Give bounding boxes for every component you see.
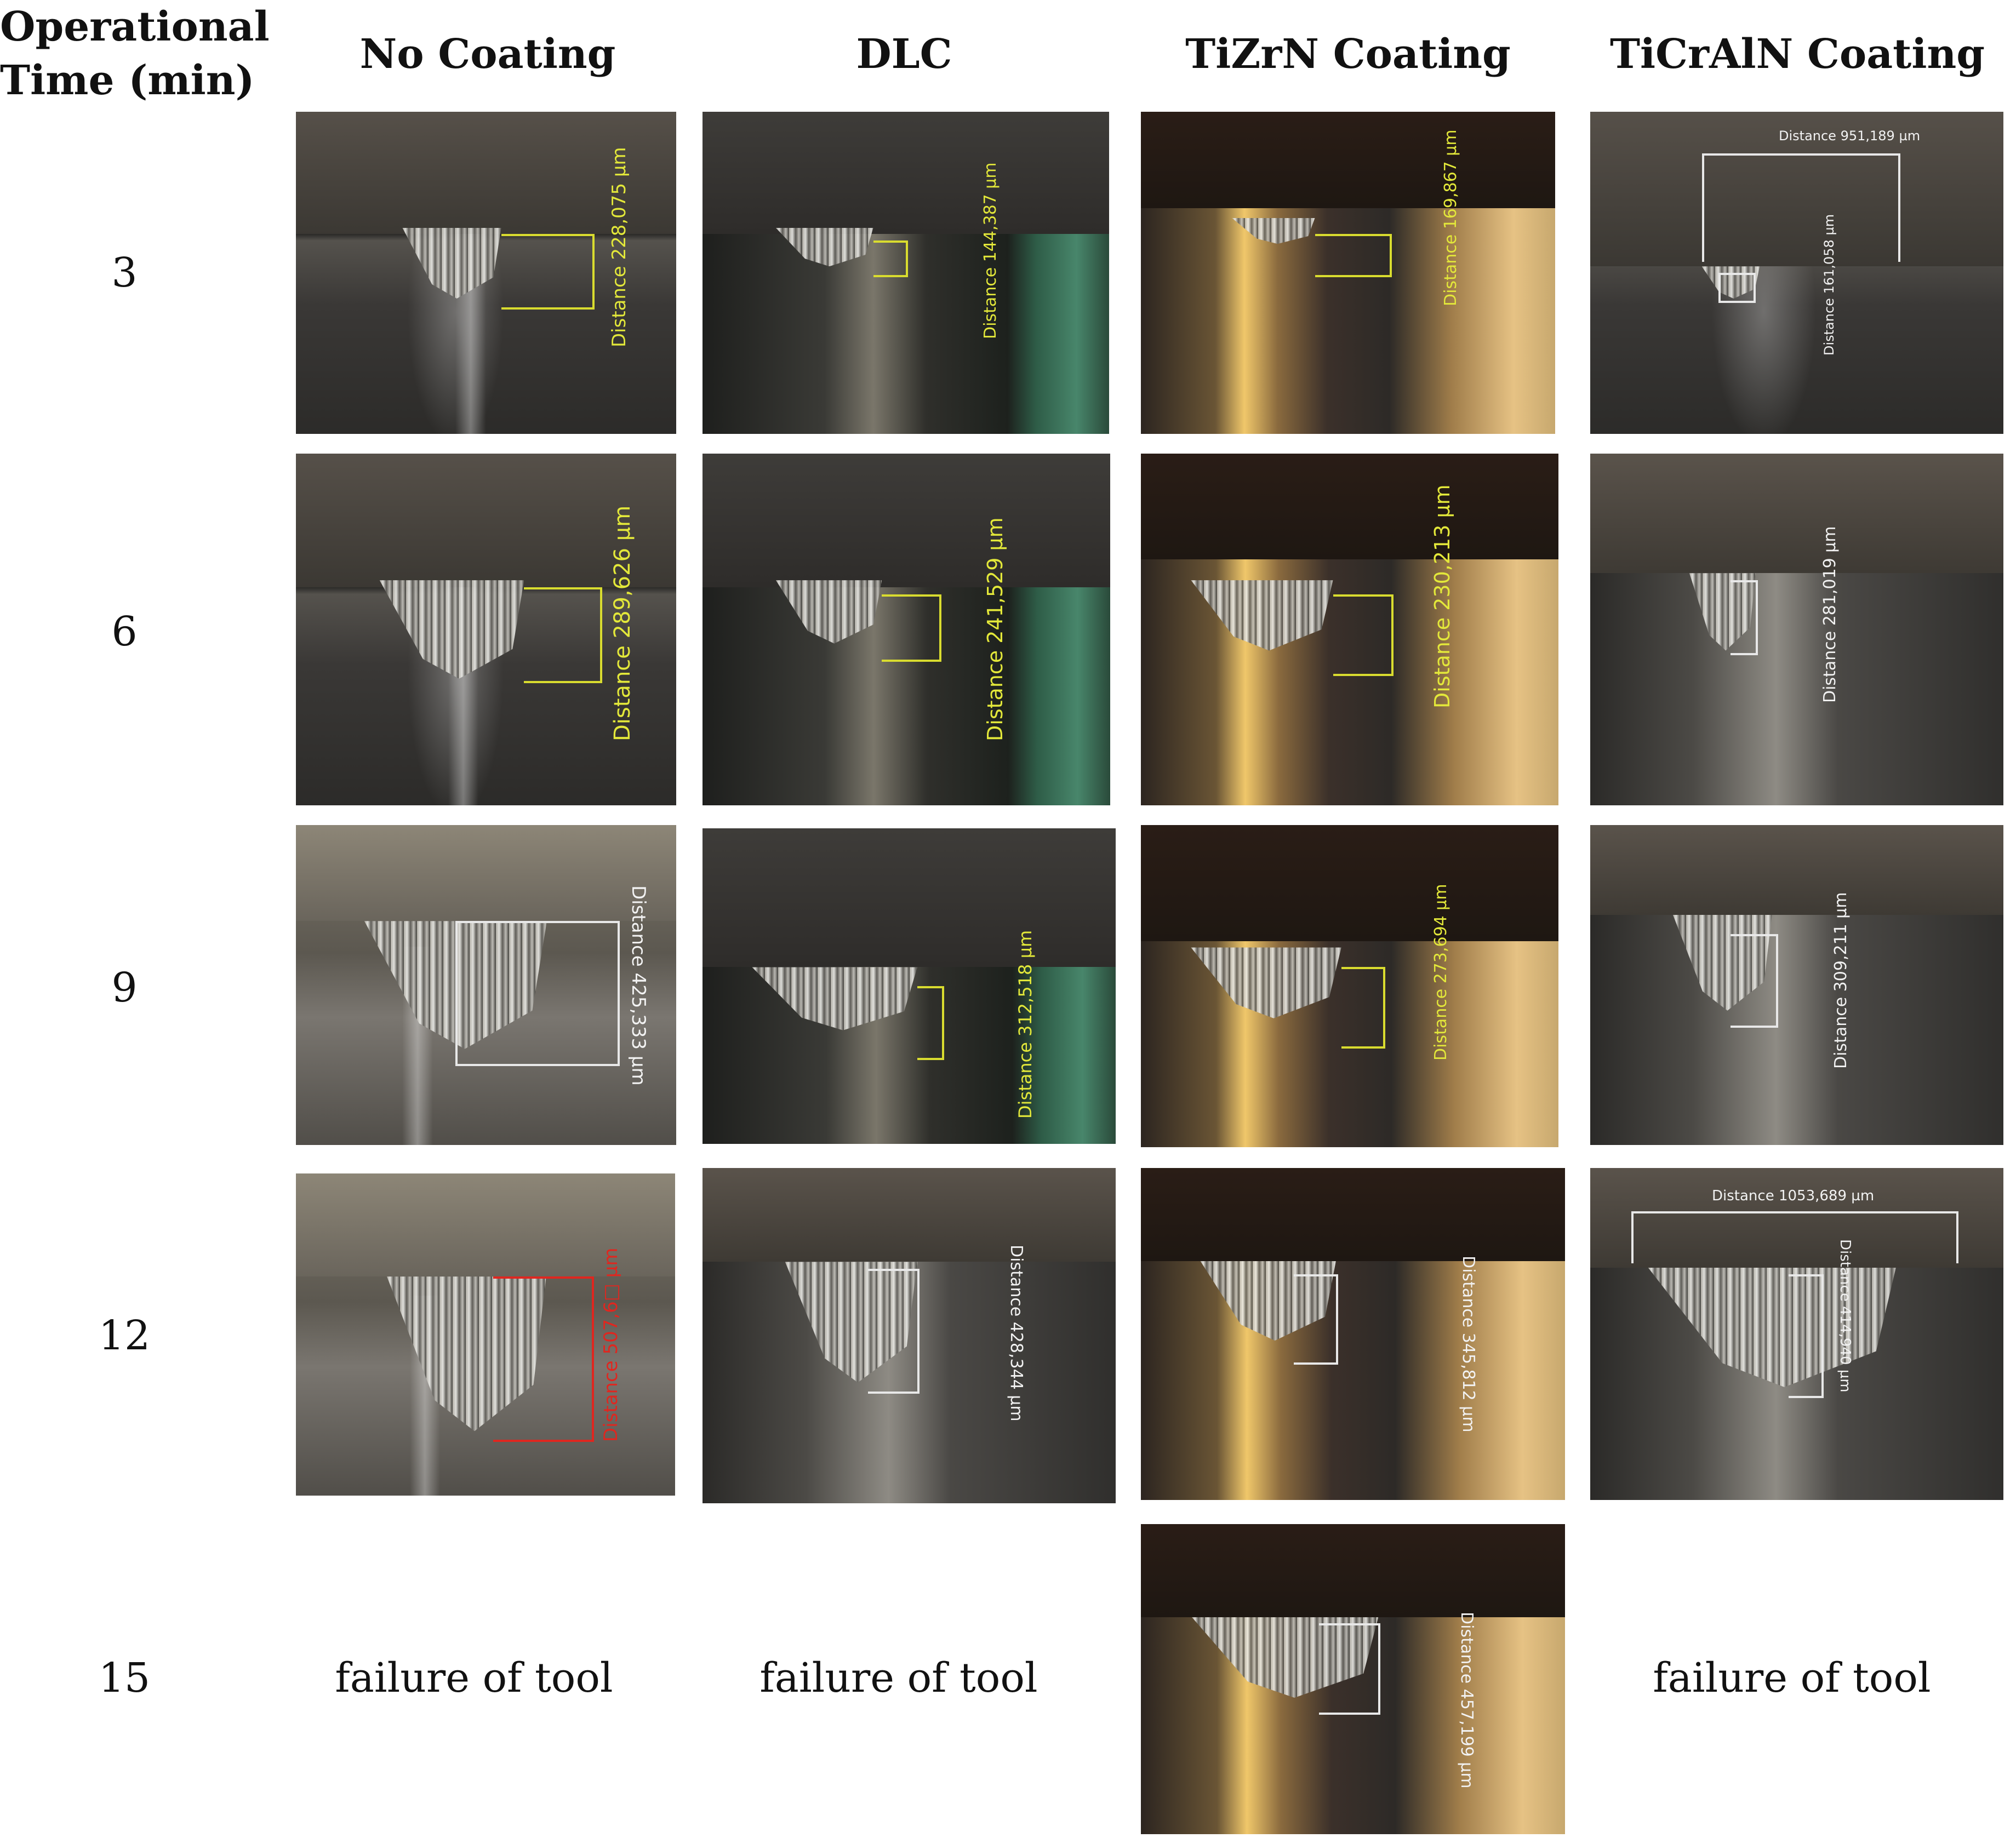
micrograph-ticraln-3min: Distance 951,189 µm Distance 161,058 µm: [1590, 112, 2003, 434]
measurement-label: Distance 309,211 µm: [1831, 892, 1851, 1069]
micrograph-dlc-6min: Distance 241,529 µm: [703, 454, 1110, 805]
failure-of-tool-dlc: failure of tool: [759, 1654, 1038, 1702]
measurement-label: Distance 1053,689 µm: [1712, 1188, 1875, 1204]
measurement-label: Distance 161,058 µm: [1821, 214, 1837, 356]
measurement-label: Distance 273,694 µm: [1431, 884, 1450, 1061]
measurement-label: Distance 281,019 µm: [1820, 526, 1840, 703]
column-header-dlc: DLC: [856, 31, 952, 78]
measurement-label: Distance 414,940 µm: [1837, 1239, 1853, 1393]
measurement-label: Distance 425,333 µm: [627, 885, 649, 1086]
measurement-label: Distance 312,518 µm: [1015, 930, 1036, 1119]
row-label-9: 9: [111, 964, 138, 1011]
micrograph-no-coating-9min: Distance 425,333 µm: [296, 825, 676, 1145]
column-header-tizrn: TiZrN Coating: [1185, 31, 1511, 78]
micrograph-no-coating-12min: Distance 507,6□ µm: [296, 1173, 675, 1496]
micrograph-ticraln-6min: Distance 281,019 µm: [1590, 454, 2003, 805]
micrograph-no-coating-3min: Distance 228,075 µm: [296, 112, 676, 434]
row-label-6: 6: [111, 608, 138, 655]
row-header-line-2: Time (min): [0, 57, 255, 104]
micrograph-tizrn-6min: Distance 230,213 µm: [1141, 454, 1558, 805]
failure-of-tool-ticraln: failure of tool: [1653, 1654, 1931, 1702]
measurement-label: Distance 345,812 µm: [1459, 1256, 1478, 1433]
row-label-3: 3: [111, 249, 138, 296]
measurement-label: Distance 144,387 µm: [981, 162, 1000, 339]
measurement-label: Distance 951,189 µm: [1779, 128, 1921, 144]
failure-of-tool-no-coating: failure of tool: [335, 1654, 613, 1702]
micrograph-no-coating-6min: Distance 289,626 µm: [296, 454, 676, 805]
micrograph-dlc-9min: Distance 312,518 µm: [703, 828, 1116, 1144]
measurement-label: Distance 457,199 µm: [1457, 1612, 1476, 1789]
micrograph-dlc-3min: Distance 144,387 µm: [703, 112, 1109, 434]
measurement-label: Distance 428,344 µm: [1007, 1245, 1026, 1422]
micrograph-tizrn-3min: Distance 169,867 µm: [1141, 112, 1555, 434]
row-header-label: Operational Time (min): [0, 0, 270, 107]
measurement-label: Distance 241,529 µm: [983, 517, 1007, 741]
measurement-label: Distance 289,626 µm: [610, 505, 635, 741]
row-label-12: 12: [98, 1312, 151, 1359]
micrograph-ticraln-9min: Distance 309,211 µm: [1590, 825, 2003, 1145]
micrograph-tizrn-15min: Distance 457,199 µm: [1141, 1524, 1565, 1834]
measurement-label: Distance 169,867 µm: [1441, 129, 1460, 306]
column-header-ticraln: TiCrAlN Coating: [1609, 31, 1985, 78]
micrograph-dlc-12min: Distance 428,344 µm: [703, 1168, 1116, 1503]
column-header-no-coating: No Coating: [359, 31, 616, 78]
micrograph-ticraln-12min: Distance 1053,689 µm Distance 414,940 µm: [1590, 1168, 2003, 1500]
micrograph-tizrn-9min: Distance 273,694 µm: [1141, 825, 1558, 1147]
measurement-label: Distance 507,6□ µm: [600, 1247, 622, 1442]
measurement-label: Distance 230,213 µm: [1430, 484, 1454, 708]
measurement-label: Distance 228,075 µm: [608, 147, 630, 347]
row-header-line-1: Operational: [0, 3, 270, 50]
micrograph-tizrn-12min: Distance 345,812 µm: [1141, 1168, 1565, 1500]
row-label-15: 15: [98, 1654, 151, 1702]
